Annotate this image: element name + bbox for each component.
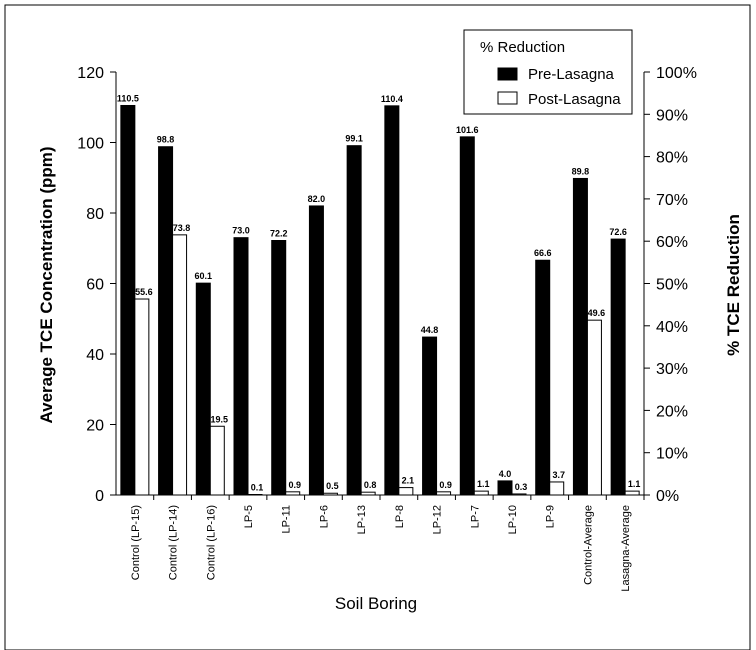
data-labels-group: 110.5 55.6 98.8 73.8 60.1 19.5 73.0 0.1 72.2 0.9 8… [117,93,641,492]
data-label: 82.0 [308,194,326,204]
x-category-label: LP-5 [243,505,255,528]
legend: % Reduction Pre-Lasagna Post-Lasagna [463,29,633,115]
y2-ticks-group: 0% 10% 20% 30% 40% 50% 60% 70% 80% 90% 100% [644,65,697,505]
y-tick-label: 20 [86,418,104,435]
y-tick-label: 100 [77,136,104,153]
bar-pre-lasagna [233,237,249,496]
x-category-label: LP-11 [281,505,293,534]
legend-title: % Reduction [480,39,565,56]
x-category-label: LP-6 [318,505,330,528]
x-category-label: LP-13 [356,505,368,534]
y2-tick-label: 10% [656,446,688,463]
y-tick-label: 60 [86,277,104,294]
data-label: 19.5 [211,414,229,424]
data-label: 0.5 [326,481,339,491]
data-label: 0.3 [515,482,528,492]
data-label: 0.9 [439,480,452,490]
x-category-label: Control (LP-15) [130,505,142,580]
bar-pre-lasagna [384,105,400,496]
data-label: 0.1 [251,483,264,493]
y-tick-label: 120 [77,65,104,82]
bar-post-lasagna [172,234,188,496]
legend-label-post: Post-Lasagna [528,91,621,108]
x-category-label: Control (LP-14) [168,505,180,580]
data-label: 72.2 [270,228,288,238]
x-categories-group: Control (LP-15) Control (LP-14) Control (L… [130,505,632,592]
x-category-label: LP-7 [469,505,481,528]
y-tick-label: 80 [86,206,104,223]
bar-pre-lasagna [535,259,551,496]
bar-pre-lasagna [158,146,174,496]
bar-pre-lasagna [610,238,626,496]
y2-tick-label: 60% [656,234,688,251]
y-tick-label: 0 [95,488,104,505]
bar-post-lasagna [624,490,640,496]
y2-tick-label: 20% [656,403,688,420]
bar-post-lasagna [549,481,565,496]
data-label: 66.6 [534,248,552,258]
bar-post-lasagna [586,319,602,496]
bar-pre-lasagna [308,205,324,496]
bar-post-lasagna [134,298,150,496]
data-label: 1.1 [477,479,490,489]
bar-pre-lasagna [459,136,475,496]
legend-box [463,29,633,115]
data-label: 99.1 [345,134,363,144]
data-label: 89.8 [572,166,590,176]
y2-tick-label: 80% [656,150,688,167]
data-label: 73.0 [232,226,250,236]
data-label: 72.6 [609,227,627,237]
data-label: 0.9 [288,480,301,490]
y-axis-title: Average TCE Concentration (ppm) [37,146,56,423]
bar-pre-lasagna [120,104,136,496]
data-label: 44.8 [421,325,439,335]
x-category-label: LP-9 [545,505,557,528]
x-axis-title: Soil Boring [335,594,417,613]
y2-tick-label: 100% [656,65,697,82]
data-label: 101.6 [456,125,479,135]
legend-swatch-pre [497,67,518,81]
y2-axis-title: % TCE Reduction [724,214,743,356]
data-label: 3.7 [552,470,565,480]
y2-tick-label: 50% [656,277,688,294]
data-label: 98.8 [157,135,175,145]
x-category-label: LP-12 [432,505,444,534]
x-category-label: Control (LP-16) [205,505,217,580]
bar-post-lasagna [209,425,225,496]
legend-swatch-post [497,91,518,105]
data-label: 2.1 [402,476,415,486]
bar-pre-lasagna [195,282,211,496]
data-label: 49.6 [588,308,606,318]
bar-post-lasagna [398,487,414,496]
data-label: 73.8 [173,223,191,233]
x-category-label: LP-8 [394,505,406,528]
y-ticks-group: 0 20 40 60 80 100 120 [77,65,116,505]
data-label: 110.4 [381,94,403,104]
x-category-label: LP-10 [507,505,519,534]
y2-tick-label: 30% [656,361,688,378]
data-label: 60.1 [195,271,213,281]
x-category-label: Control-Average [582,505,594,585]
bars-group [120,104,640,496]
bar-pre-lasagna [497,480,513,496]
bar-pre-lasagna [271,239,287,496]
y2-tick-label: 70% [656,192,688,209]
data-label: 4.0 [499,469,512,479]
bar-pre-lasagna [422,336,438,496]
data-label: 0.8 [364,480,377,490]
y-tick-label: 40 [86,347,104,364]
data-label: 55.6 [135,287,153,297]
legend-label-pre: Pre-Lasagna [528,66,615,83]
x-category-label: Lasagna-Average [620,505,632,592]
data-label: 1.1 [628,479,641,489]
bar-pre-lasagna [572,177,588,496]
y2-tick-label: 90% [656,107,688,124]
bar-post-lasagna [473,490,489,496]
data-label: 110.5 [117,93,139,103]
bar-pre-lasagna [346,145,362,496]
y2-tick-label: 40% [656,319,688,336]
y2-tick-label: 0% [656,488,679,505]
